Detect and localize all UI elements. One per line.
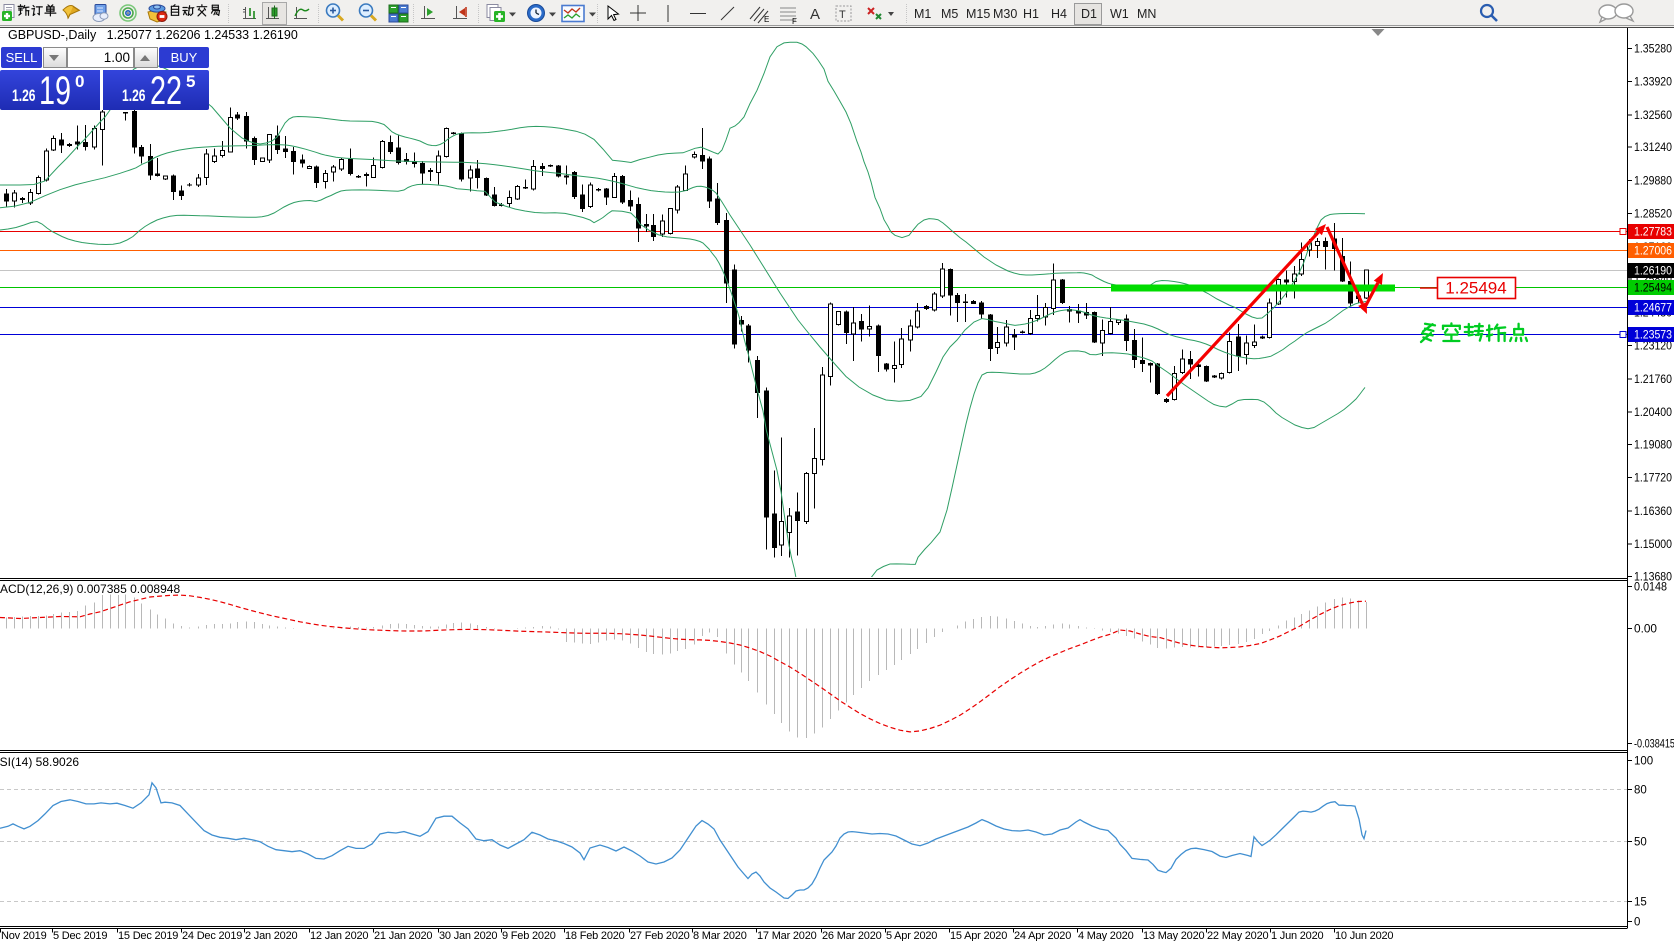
svg-text:1.24677: 1.24677 (1634, 303, 1672, 315)
svg-text:1.35280: 1.35280 (1634, 43, 1672, 55)
svg-text:0.0148: 0.0148 (1634, 582, 1667, 594)
svg-text:1.21760: 1.21760 (1634, 374, 1672, 386)
svg-text:15 Apr 2020: 15 Apr 2020 (950, 930, 1007, 941)
svg-text:H4: H4 (1051, 7, 1067, 21)
svg-text:W1: W1 (1110, 7, 1129, 21)
svg-text:1.31240: 1.31240 (1634, 142, 1672, 154)
svg-text:15: 15 (1634, 897, 1647, 909)
svg-text:9 Feb 2020: 9 Feb 2020 (502, 930, 556, 941)
svg-text:1.29880: 1.29880 (1634, 175, 1672, 187)
svg-text:5 Dec 2019: 5 Dec 2019 (53, 930, 107, 941)
svg-text:2 Jan 2020: 2 Jan 2020 (245, 930, 298, 941)
svg-text:T: T (839, 9, 846, 21)
svg-text:1.16360: 1.16360 (1634, 506, 1672, 518)
svg-text:1.15000: 1.15000 (1634, 539, 1672, 551)
svg-text:MACD(12,26,9) 0.007385 0.00894: MACD(12,26,9) 0.007385 0.008948 (0, 582, 180, 596)
svg-text:M30: M30 (993, 7, 1017, 21)
svg-text:MN: MN (1137, 7, 1156, 21)
svg-text:30 Jan 2020: 30 Jan 2020 (439, 930, 497, 941)
svg-text:21 Jan 2020: 21 Jan 2020 (374, 930, 432, 941)
svg-text:1.20400: 1.20400 (1634, 407, 1672, 419)
svg-text:1.26190: 1.26190 (1634, 266, 1672, 278)
svg-text:1.27783: 1.27783 (1634, 227, 1672, 239)
svg-text:1.27006: 1.27006 (1634, 246, 1672, 258)
svg-text:50: 50 (1634, 837, 1647, 849)
svg-text:4 May 2020: 4 May 2020 (1078, 930, 1134, 941)
svg-text:100: 100 (1634, 756, 1653, 768)
svg-text:1.25494: 1.25494 (1445, 279, 1506, 298)
svg-text:M1: M1 (914, 7, 931, 21)
svg-text:1.32560: 1.32560 (1634, 110, 1672, 122)
svg-text:H1: H1 (1023, 7, 1039, 21)
svg-text:22 May 2020: 22 May 2020 (1207, 930, 1268, 941)
svg-text:12 Jan 2020: 12 Jan 2020 (310, 930, 368, 941)
svg-text:RSI(14) 58.9026: RSI(14) 58.9026 (0, 755, 79, 769)
svg-text:1.25494: 1.25494 (1634, 283, 1673, 295)
svg-text:D1: D1 (1081, 7, 1097, 21)
svg-text:M15: M15 (966, 7, 990, 21)
svg-text:24 Apr 2020: 24 Apr 2020 (1014, 930, 1071, 941)
svg-text:0: 0 (1634, 917, 1640, 929)
svg-text:1.28520: 1.28520 (1634, 209, 1672, 221)
svg-text:-0.038415: -0.038415 (1634, 739, 1674, 751)
svg-text:26 Mar 2020: 26 Mar 2020 (822, 930, 882, 941)
svg-text:1.23120: 1.23120 (1634, 341, 1672, 353)
svg-text:GBPUSD-,Daily 1.25077 1.2620: GBPUSD-,Daily 1.25077 1.26206 1.24533 1.… (8, 28, 298, 42)
svg-text:17 Mar 2020: 17 Mar 2020 (757, 930, 817, 941)
svg-text:18 Feb 2020: 18 Feb 2020 (565, 930, 625, 941)
svg-text:1 Jun 2020: 1 Jun 2020 (1271, 930, 1324, 941)
svg-text:M5: M5 (941, 7, 958, 21)
svg-text:10 Jun 2020: 10 Jun 2020 (1335, 930, 1393, 941)
svg-text:1.23573: 1.23573 (1634, 330, 1672, 342)
svg-text:15 Dec 2019: 15 Dec 2019 (118, 930, 178, 941)
svg-text:24 Dec 2019: 24 Dec 2019 (182, 930, 242, 941)
svg-text:A: A (810, 6, 820, 23)
svg-text:13 May 2020: 13 May 2020 (1143, 930, 1204, 941)
svg-text:5 Apr 2020: 5 Apr 2020 (886, 930, 937, 941)
svg-text:E: E (764, 15, 769, 24)
svg-text:8 Mar 2020: 8 Mar 2020 (693, 930, 747, 941)
svg-text:1.13680: 1.13680 (1634, 572, 1672, 584)
svg-text:Nov 2019: Nov 2019 (1, 930, 47, 941)
svg-text:0.00: 0.00 (1634, 624, 1657, 636)
svg-text:1.17720: 1.17720 (1634, 473, 1672, 485)
svg-text:27 Feb 2020: 27 Feb 2020 (630, 930, 690, 941)
svg-text:F: F (792, 17, 797, 26)
svg-text:1.19080: 1.19080 (1634, 439, 1672, 451)
svg-text:80: 80 (1634, 785, 1647, 797)
svg-text:1.33920: 1.33920 (1634, 77, 1672, 89)
